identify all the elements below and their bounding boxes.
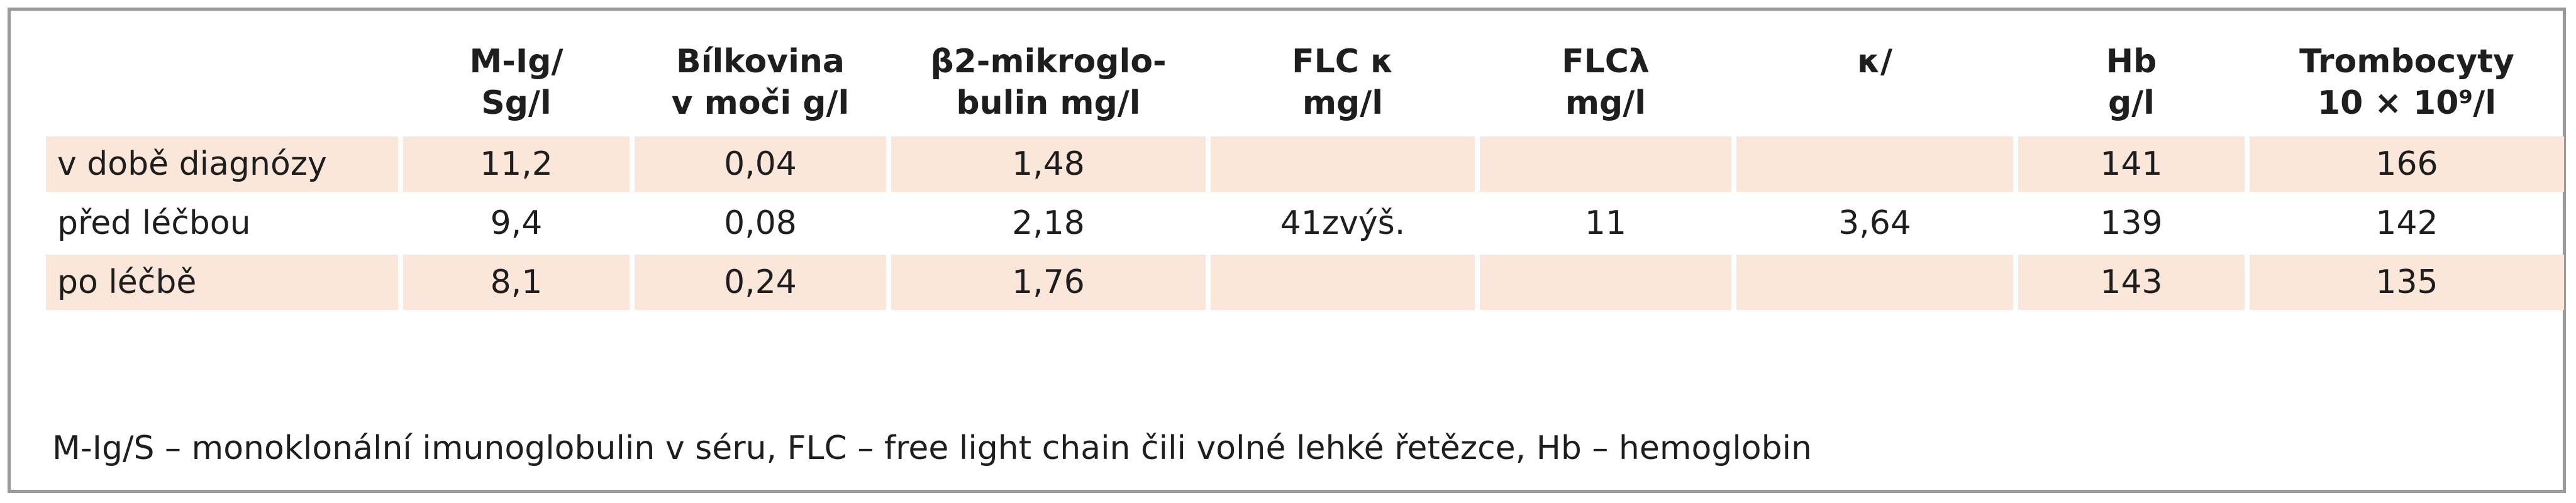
- header-line1: FLCλ: [1562, 43, 1650, 80]
- table-cell: [1736, 255, 2013, 310]
- table-cell: 139: [2100, 204, 2163, 242]
- table-footnote: M-Ig/S – monoklonální imunoglobulin v sé…: [52, 429, 1812, 467]
- table-cell: 143: [2018, 255, 2245, 310]
- table-row: v době diagnózy 11,2 0,04 1,48 141 166: [46, 136, 2564, 192]
- table-row: před léčbou 9,4 0,08 2,18 41zvýš. 11 3,6…: [46, 196, 2564, 251]
- header-cell-hb: Hb g/l: [2018, 37, 2245, 133]
- header-line2: Sg/l: [481, 84, 552, 122]
- table-cell: [1736, 136, 2013, 192]
- header-cell-label: [46, 37, 398, 133]
- header-line1: β2-mikroglo-: [930, 43, 1167, 80]
- table-cell: 135: [2250, 255, 2564, 310]
- row-label: po léčbě: [46, 255, 398, 310]
- table-cell: 166: [2250, 136, 2564, 192]
- header-line1: Hb: [2106, 43, 2157, 80]
- table-cell: 0,24: [635, 255, 886, 310]
- table-cell: 142: [2375, 204, 2438, 242]
- table-cell: 1,48: [891, 136, 1206, 192]
- table-cell: 0,04: [635, 136, 886, 192]
- header-line2: 10 × 10⁹/l: [2317, 84, 2497, 122]
- row-label: v době diagnózy: [46, 136, 398, 192]
- table-cell: [1480, 255, 1731, 310]
- table-cell: 2,18: [1012, 204, 1085, 242]
- header-line1: Trombocyty: [2299, 43, 2514, 80]
- table-frame: M-Ig/ Sg/l Bílkovina v moči g/l β2-mikro…: [8, 8, 2566, 493]
- header-line2: bulin mg/l: [956, 84, 1141, 122]
- header-line1: κ/: [1857, 43, 1892, 80]
- table-cell: 11: [1584, 204, 1627, 242]
- lab-results-table: M-Ig/ Sg/l Bílkovina v moči g/l β2-mikro…: [41, 33, 2569, 314]
- header-line2: mg/l: [1565, 84, 1646, 122]
- table-cell: 11,2: [403, 136, 630, 192]
- table-cell: [1211, 136, 1475, 192]
- header-row: M-Ig/ Sg/l Bílkovina v moči g/l β2-mikro…: [46, 37, 2564, 133]
- header-cell-ratio: κ/: [1736, 37, 2013, 133]
- header-cell-mig: M-Ig/ Sg/l: [403, 37, 630, 133]
- header-line1: Bílkovina: [675, 43, 845, 80]
- header-line2: mg/l: [1302, 84, 1384, 122]
- header-line1: M-Ig/: [469, 43, 564, 80]
- table-cell: [1211, 255, 1475, 310]
- table-cell: 9,4: [490, 204, 543, 242]
- table-cell: 0,08: [724, 204, 797, 242]
- row-label: před léčbou: [57, 204, 251, 242]
- table-cell: 41zvýš.: [1280, 204, 1406, 242]
- header-cell-protein: Bílkovina v moči g/l: [635, 37, 886, 133]
- table-cell: [1480, 136, 1731, 192]
- header-line2: g/l: [2107, 84, 2155, 122]
- table-cell: 141: [2018, 136, 2245, 192]
- table-cell: 1,76: [891, 255, 1206, 310]
- table-cell: 8,1: [403, 255, 630, 310]
- header-cell-flc-kappa: FLC κ mg/l: [1211, 37, 1475, 133]
- header-cell-flc-lambda: FLCλ mg/l: [1480, 37, 1731, 133]
- header-cell-platelets: Trombocyty 10 × 10⁹/l: [2250, 37, 2564, 133]
- table-cell: 3,64: [1838, 204, 1911, 242]
- table-row: po léčbě 8,1 0,24 1,76 143 135: [46, 255, 2564, 310]
- header-cell-b2m: β2-mikroglo- bulin mg/l: [891, 37, 1206, 133]
- header-line2: v moči g/l: [671, 84, 850, 122]
- header-line1: FLC κ: [1292, 43, 1394, 80]
